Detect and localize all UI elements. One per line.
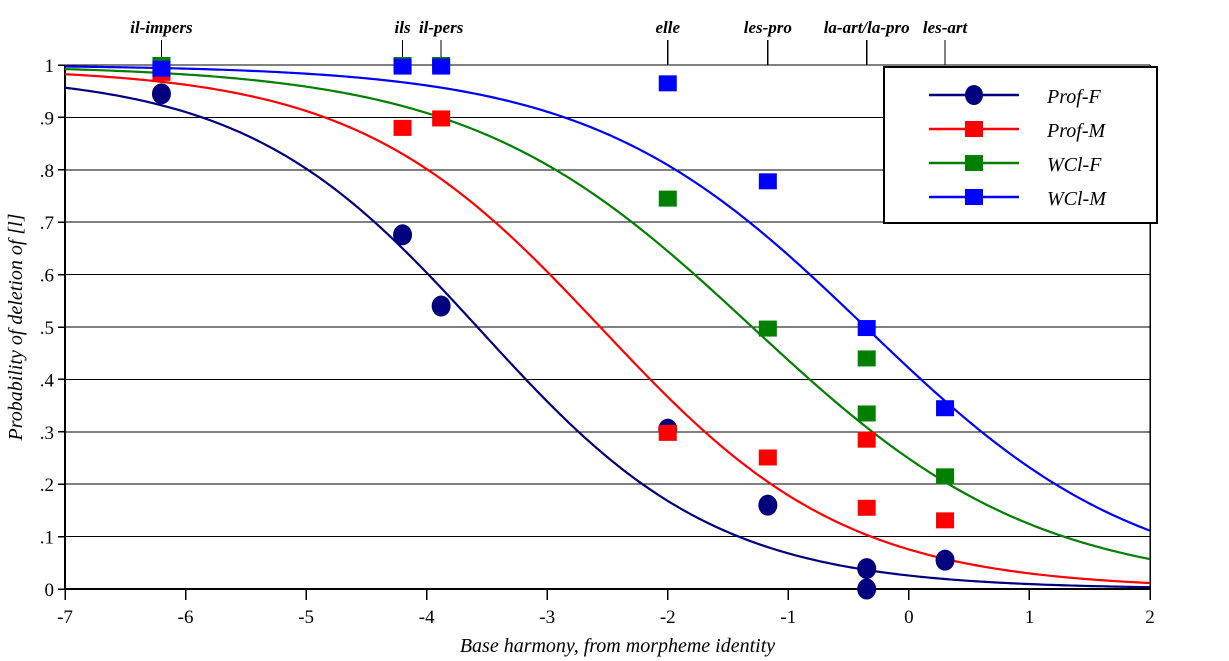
legend-entry[interactable]: WCl-M <box>929 188 1107 210</box>
x-tick-label: -6 <box>178 607 194 628</box>
legend-entry[interactable]: WCl-F <box>929 154 1102 176</box>
x-tick-label: 1 <box>1025 607 1035 628</box>
y-tick-label: .6 <box>40 266 54 287</box>
x-tick-label: 0 <box>904 607 914 628</box>
legend-marker <box>965 189 983 205</box>
marker-prof-m <box>432 110 451 127</box>
x-tick-label: 2 <box>1145 607 1155 628</box>
y-tick-label: .7 <box>40 213 54 234</box>
annotation-label: il-impers <box>130 18 193 37</box>
marker-prof-m <box>857 431 876 448</box>
y-axis-title: Probability of deletion of [l] <box>5 213 27 441</box>
x-axis-title: Base harmony, from morpheme identity <box>460 635 775 657</box>
marker-wcl-m <box>758 173 777 190</box>
legend-label: Prof-M <box>1046 120 1106 142</box>
marker-wcl-f <box>758 320 777 337</box>
marker-prof-f <box>857 578 877 600</box>
annotation-label: elle <box>656 18 681 37</box>
marker-wcl-f <box>857 350 876 367</box>
marker-wcl-m <box>857 320 876 337</box>
legend-label: Prof-F <box>1046 86 1101 108</box>
curve-prof-m <box>64 73 1151 585</box>
marker-wcl-m <box>393 58 412 75</box>
annotation-label: les-art <box>923 18 969 37</box>
marker-prof-m <box>658 424 677 441</box>
y-tick-label: .9 <box>40 108 54 129</box>
marker-prof-m <box>758 449 777 466</box>
y-axis <box>58 64 66 590</box>
marker-prof-m <box>936 512 955 529</box>
y-tick-label: .3 <box>40 423 54 444</box>
data-markers <box>151 57 955 600</box>
x-tick-label: -5 <box>298 607 314 628</box>
marker-prof-f <box>431 295 451 317</box>
y-tick-label: .5 <box>40 318 54 339</box>
x-tick-label: -1 <box>780 607 796 628</box>
legend-label: WCl-F <box>1047 154 1102 176</box>
fitted-curves <box>64 65 1151 589</box>
x-tick-label: -3 <box>539 607 555 628</box>
y-tick-label: .2 <box>40 475 54 496</box>
annotations <box>160 40 946 65</box>
x-tick-label: -4 <box>419 607 435 628</box>
annotation-label: les-pro <box>744 18 792 37</box>
legend-entry[interactable]: Prof-M <box>929 120 1106 142</box>
legend-marker <box>965 85 983 105</box>
marker-prof-f <box>758 494 778 516</box>
y-tick-label: .8 <box>40 161 54 182</box>
marker-prof-f <box>151 83 171 105</box>
marker-wcl-m <box>152 60 171 77</box>
marker-prof-m <box>857 499 876 516</box>
marker-wcl-f <box>857 405 876 422</box>
y-tick-label: .1 <box>40 528 54 549</box>
marker-prof-f <box>935 549 955 571</box>
legend-box <box>883 66 1158 224</box>
annotation-label: il-pers <box>419 18 464 37</box>
marker-prof-f <box>857 558 877 580</box>
marker-wcl-f <box>936 468 955 485</box>
annotation-label: la-art/la-pro <box>824 18 910 37</box>
marker-wcl-m <box>658 75 677 92</box>
marker-wcl-m <box>936 400 955 417</box>
legend-label: WCl-M <box>1047 188 1107 210</box>
x-tick-label: -2 <box>660 607 676 628</box>
curve-wcl-m <box>64 65 1151 532</box>
legend-entry[interactable]: Prof-F <box>929 85 1101 108</box>
marker-prof-f <box>393 224 413 246</box>
x-axis <box>64 588 1151 600</box>
x-tick-label: -7 <box>57 607 73 628</box>
marker-wcl-f <box>658 190 677 207</box>
y-tick-label: .4 <box>40 370 55 391</box>
legend-marker <box>965 121 983 137</box>
y-tick-label: 1 <box>45 56 55 77</box>
annotation-label: ils <box>395 18 411 37</box>
marker-wcl-m <box>432 58 451 75</box>
y-tick-label: 0 <box>45 580 55 601</box>
marker-prof-m <box>393 119 412 136</box>
curve-wcl-f <box>64 67 1151 561</box>
curve-prof-f <box>64 86 1151 589</box>
legend-marker <box>965 155 983 171</box>
legend: Prof-F Prof-M WCl-F WCl-M <box>883 66 1158 224</box>
